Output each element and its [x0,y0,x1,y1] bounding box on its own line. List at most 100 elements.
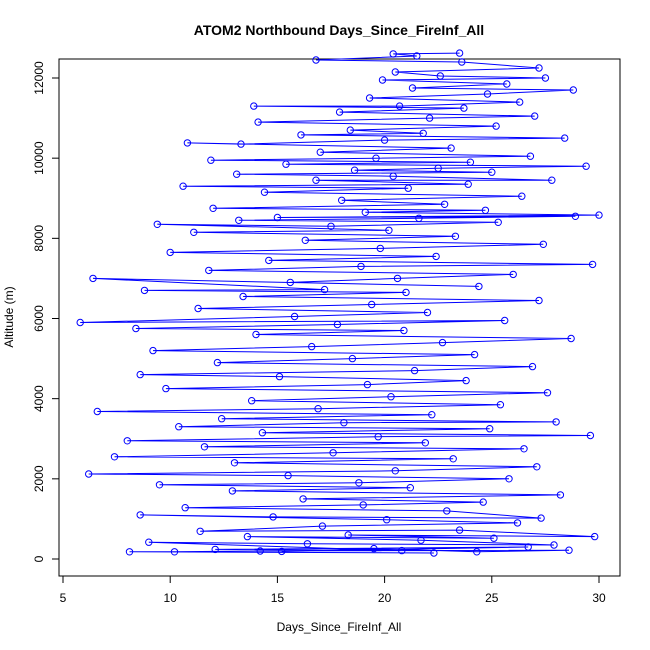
data-point [355,479,363,487]
data-point [145,538,153,546]
data-point [376,244,384,253]
data-point [230,459,239,467]
data-point [539,240,547,249]
data-point [586,431,595,440]
data-point [228,487,237,495]
data-point [464,180,472,188]
data-point [473,548,481,556]
data-point [327,222,335,231]
data-point [252,330,260,339]
data-point [582,162,590,170]
data-point [93,407,102,416]
data-point [428,411,436,419]
data-point [402,288,410,297]
data-point [548,176,556,184]
data-point [256,547,264,555]
data-point [361,208,369,217]
y-tick-label: 8000 [32,225,46,252]
data-point [299,495,307,503]
data-point [248,397,256,405]
data-point [370,544,378,553]
data-point [205,266,213,275]
data-point [391,467,399,475]
data-point [479,498,487,506]
data-point [209,204,217,213]
data-point [398,546,406,555]
data-point [389,172,397,180]
data-point [455,49,464,57]
x-tick-label: 15 [271,591,285,605]
data-point [190,228,198,237]
data-point [136,511,144,519]
data-point [421,439,429,447]
data-point [179,182,187,190]
data-point [314,405,322,413]
x-axis: 5 10 15 20 25 30 [60,575,606,605]
data-point [533,463,541,471]
data-point [344,531,352,539]
data-point [466,158,475,166]
data-point [258,429,267,437]
data-point [524,543,532,551]
data-point [565,546,573,554]
data-point [233,170,241,178]
data-point [149,346,157,355]
data-point [320,285,329,294]
data-point [483,90,492,98]
data-point [346,126,354,134]
data-point [297,131,305,139]
data-point [518,192,526,200]
data-point [123,437,132,445]
data-point [395,102,404,110]
data-point [183,139,192,147]
data-point [535,296,543,305]
data-point [492,122,500,130]
data-point [526,152,535,160]
series-line [80,52,600,554]
data-point [278,547,286,556]
data-point [136,370,144,379]
y-tick-label: 0 [32,555,46,562]
data-point [155,481,164,489]
data-point [447,144,455,152]
data-point [567,334,575,343]
data-point [312,176,320,184]
data-point [76,318,84,327]
data-point [496,401,505,409]
x-axis-label: Days_Since_FireInf_All [277,620,402,634]
data-point [488,168,496,176]
data-point [516,98,524,106]
data-point [153,220,162,229]
data-point [470,350,479,359]
data-point [550,541,558,549]
data-point [357,262,365,271]
data-point [458,58,466,66]
data-point [436,72,444,80]
data-point [591,532,599,541]
data-point [211,545,219,554]
data-point [275,372,284,381]
data-point [308,342,316,351]
data-point [503,80,511,88]
data-point [110,453,119,461]
data-point [389,50,397,58]
data-point [430,549,438,557]
data-point [89,274,97,283]
data-point [363,380,372,389]
data-point [475,282,483,291]
data-point [501,316,509,325]
data-point [494,218,502,227]
y-axis: 0 2000 4000 6000 8000 10000 12000 [32,61,60,562]
data-point [552,418,560,426]
data-point [303,540,312,548]
data-point [269,513,277,521]
y-tick-label: 6000 [32,305,46,332]
data-point [254,118,262,126]
data-point [372,154,380,162]
data-point [443,507,451,515]
data-point [400,326,408,335]
data-point [561,134,569,142]
series-layer [76,49,603,557]
data-point [505,475,513,483]
data-point [162,384,170,393]
